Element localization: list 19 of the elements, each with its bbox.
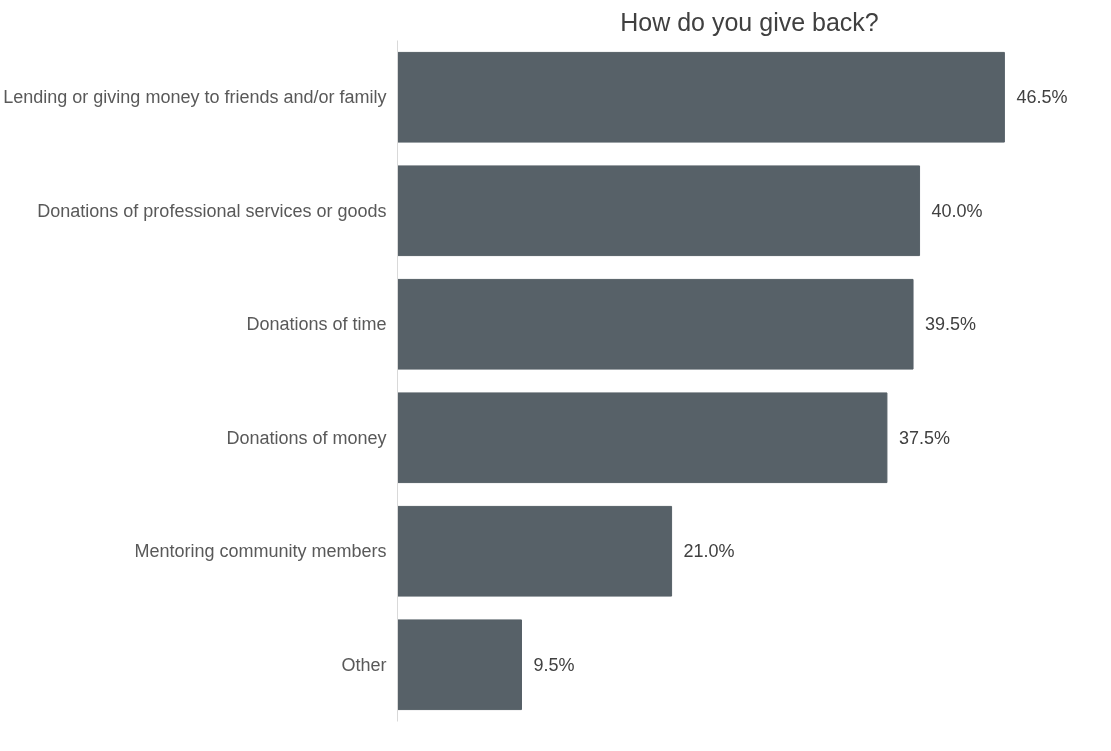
bar [397, 505, 673, 597]
bar [397, 51, 1005, 143]
data-label: 9.5% [533, 654, 575, 675]
y-tick-label: Other [341, 654, 387, 675]
data-label: 39.5% [925, 314, 977, 335]
bar [397, 165, 921, 257]
bar [397, 278, 914, 370]
data-label: 37.5% [898, 427, 950, 448]
chart-title: How do you give back? [620, 7, 879, 36]
bar [397, 619, 522, 711]
data-label: 40.0% [931, 200, 983, 221]
bar [397, 392, 888, 484]
y-tick-label: Donations of professional services or goods [37, 200, 387, 221]
data-label: 21.0% [683, 541, 735, 562]
y-tick-label: Donations of money [226, 427, 387, 448]
data-label: 46.5% [1016, 87, 1068, 108]
y-tick-label: Donations of time [246, 314, 387, 335]
y-tick-label: Mentoring community members [134, 541, 387, 562]
y-tick-label: Lending or giving money to friends and/or family [3, 87, 387, 108]
